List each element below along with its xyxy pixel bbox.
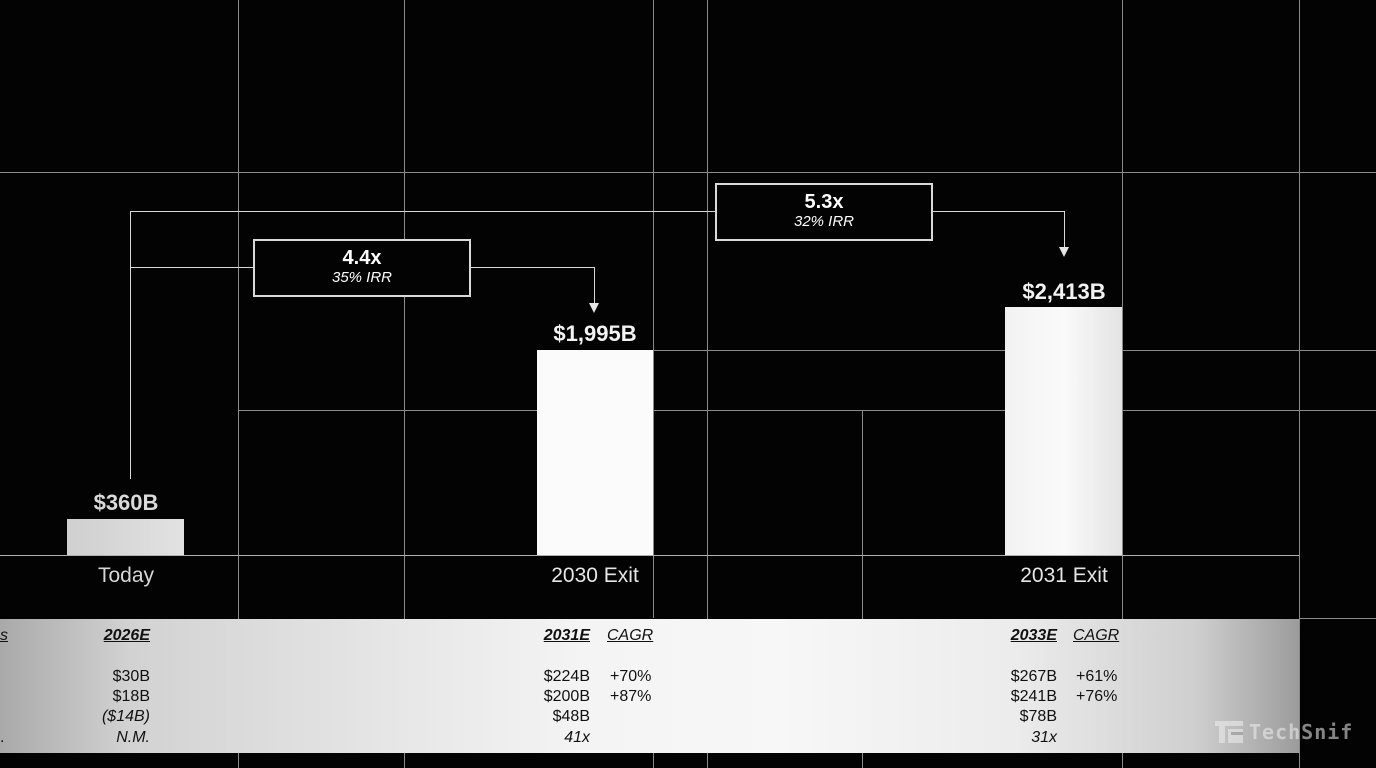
gridline-h [238, 410, 1376, 411]
irr-value: 32% IRR [793, 213, 855, 230]
category-label: 2030 Exit [551, 564, 639, 587]
cell: N.M. [116, 729, 150, 746]
watermark-text: TechSnif [1249, 720, 1354, 744]
bar-2031-exit [1005, 307, 1122, 555]
gridline-h [1299, 618, 1376, 619]
bar-value-label: $2,413B [1022, 279, 1106, 304]
bar-value-label: $1,995B [553, 321, 637, 346]
row-label-header-fragment: s [0, 627, 8, 644]
annotation-2030-exit: 4.4x 35% IRR [253, 239, 471, 297]
col-header-2033e: 2033E [1010, 627, 1057, 644]
cell: +61% [1076, 668, 1118, 685]
col-header-2026e: 2026E [103, 627, 150, 644]
connector-line [130, 211, 131, 479]
connector-line [1064, 211, 1065, 248]
row-label-fragment: . [0, 729, 5, 746]
watermark: TechSnif [1215, 720, 1353, 744]
col-header-cagr: CAGR [1073, 627, 1120, 644]
gridline-v [653, 0, 654, 618]
col-header-2031e: 2031E [543, 627, 590, 644]
cell: 41x [564, 729, 590, 746]
cell: +87% [610, 688, 652, 705]
cell: ($14B) [101, 708, 150, 725]
connector-line [130, 211, 715, 212]
multiple-value: 4.4x [342, 247, 382, 269]
bar-2030-exit [537, 350, 653, 555]
bar-today [67, 519, 184, 555]
arrow-down-icon [589, 303, 599, 313]
arrow-down-icon [1059, 247, 1069, 257]
gridline-v [238, 0, 239, 768]
cell: $200B [543, 688, 590, 705]
cell: $30B [112, 668, 150, 685]
bar-value-label: $360B [93, 490, 159, 515]
connector-line [933, 211, 1064, 212]
connector-line [594, 267, 595, 304]
gridline-v [1299, 0, 1300, 768]
gridline-v [404, 0, 405, 768]
financials-table: s . 2026E $30B $18B ($14B) N.M. 2031E $2… [0, 619, 1299, 753]
connector-line [130, 267, 253, 268]
gridline-h [0, 172, 1376, 173]
cell: +76% [1076, 688, 1118, 705]
multiple-value: 5.3x [804, 191, 844, 213]
cell: 31x [1031, 729, 1057, 746]
annotation-2031-exit: 5.3x 32% IRR [715, 183, 933, 241]
connector-line [470, 267, 594, 268]
gridline-v [1122, 0, 1123, 768]
cell: $78B [1019, 708, 1057, 725]
cell: +70% [610, 668, 652, 685]
category-label: 2031 Exit [1020, 564, 1108, 587]
gridline-v [862, 410, 863, 768]
baseline [0, 555, 1299, 556]
gridline-v [653, 753, 654, 768]
gridline-v [707, 0, 708, 768]
category-label: Today [97, 564, 155, 587]
cell: $48B [552, 708, 590, 725]
irr-value: 35% IRR [331, 269, 393, 286]
col-header-cagr: CAGR [607, 627, 654, 644]
cell: $224B [543, 668, 590, 685]
cell: $18B [112, 688, 150, 705]
cell: $241B [1010, 688, 1057, 705]
techsnif-logo-icon [1215, 721, 1243, 743]
cell: $267B [1010, 668, 1057, 685]
